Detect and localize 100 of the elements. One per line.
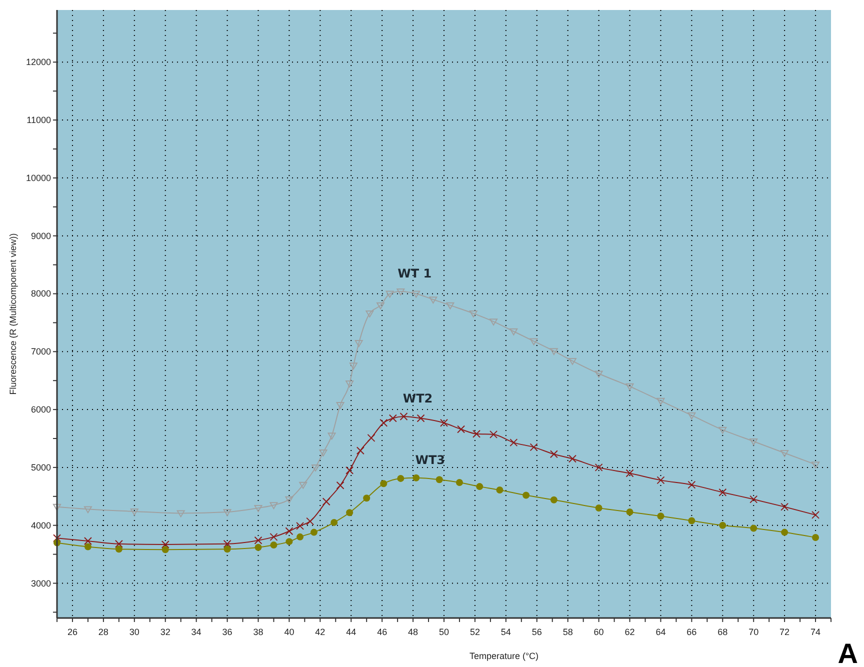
point [346,509,354,516]
point [568,358,576,365]
point [367,434,376,442]
x-tick-label: 28 [98,627,108,637]
point [626,383,634,390]
x-tick-label: 46 [377,627,388,637]
point [530,338,538,346]
x-tick-label: 32 [160,627,170,637]
point [496,486,504,494]
point [349,362,358,370]
point [363,494,370,502]
point [322,498,330,506]
point [376,302,385,310]
point [254,536,262,544]
point [270,502,278,510]
series-label: WT 1 [398,266,432,280]
point [330,518,338,526]
point [750,524,758,532]
y-axis-title: Fluorescence (R (Multicomponent view)) [8,233,18,395]
point [388,414,397,422]
point [780,502,789,511]
point [812,462,820,469]
y-tick-label: 9000 [30,230,51,241]
point [550,450,558,458]
point [510,328,518,336]
point [656,398,665,405]
series-label: WT2 [402,391,433,406]
point [750,438,758,446]
series-label: WT3 [415,452,446,467]
point [366,310,374,318]
point [299,482,308,489]
point [176,510,185,518]
point [595,504,602,512]
x-tick-label: 26 [67,627,78,637]
x-tick-label: 54 [500,627,511,637]
y-tick-label: 10000 [26,172,51,183]
text: A [838,638,858,667]
x-tick-label: 62 [624,627,635,637]
x-tick-label: 64 [656,627,666,637]
point [490,430,498,438]
point [396,288,405,296]
point [416,414,425,422]
point [522,492,530,499]
point [594,463,603,472]
point [312,464,320,472]
point [296,522,304,530]
x-tick-label: 68 [718,627,728,637]
x-tick-label: 56 [532,627,542,637]
point [386,290,394,298]
point [436,476,443,484]
point [397,474,404,482]
point [336,481,344,490]
point [812,510,820,519]
x-tick-label: 34 [191,627,202,637]
point [346,466,354,474]
point [115,546,122,553]
y-tick-label: 3000 [30,578,51,588]
point [550,348,558,356]
point [446,302,454,310]
point [412,474,420,482]
point [84,536,92,545]
point [53,504,61,511]
x-tick-label: 50 [438,627,450,637]
point [310,528,318,536]
point [130,508,138,516]
point [688,517,696,524]
point [114,540,123,548]
point [84,506,92,514]
point [346,380,354,388]
point [550,496,558,504]
point [476,483,484,490]
y-tick-label: 6000 [30,404,51,415]
x-tick-label: 52 [470,627,480,637]
x-tick-label: 72 [780,627,790,637]
x-tick-label: 74 [810,627,821,637]
x-tick-label: 44 [346,627,356,637]
y-tick-label: 4000 [30,520,51,530]
point [161,540,170,548]
point [469,310,478,318]
point [223,540,232,548]
point [356,446,364,455]
point [530,443,538,452]
point [626,508,634,516]
point [328,432,336,440]
point [380,418,388,427]
y-tick-label: 11000 [26,115,51,126]
point [223,509,232,516]
point [780,450,789,457]
point [380,480,388,488]
y-tick-label: 7000 [30,346,51,357]
y-tick-label: 5000 [30,462,51,472]
point [472,430,481,438]
point [719,522,726,529]
point [594,370,603,378]
point [354,340,363,347]
point [270,542,278,549]
point [781,528,788,536]
point [254,505,262,512]
x-tick-label: 70 [748,627,759,637]
x-tick-label: 42 [315,627,326,637]
